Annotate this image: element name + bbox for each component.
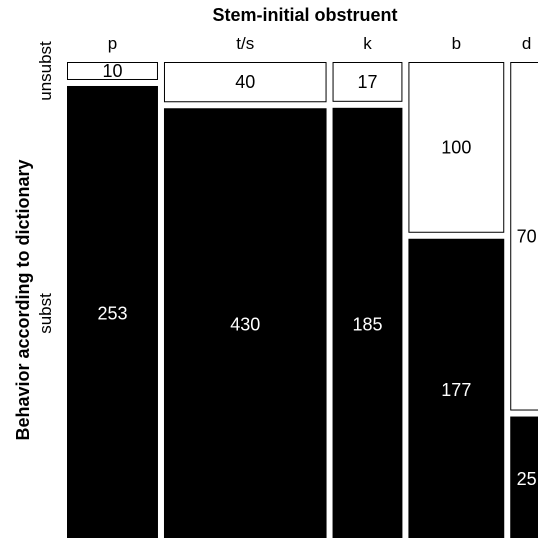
column-label: t/s [236,34,254,53]
cell-value-label: 177 [441,380,471,400]
cell-value-label: 100 [441,137,471,157]
mosaic-cell [332,107,403,538]
mosaic-cell [408,238,505,538]
mosaic-cell [163,108,327,538]
x-axis-title: Stem-initial obstruent [212,5,397,25]
column-label: d [522,34,531,53]
row-labels: unsubst subst [36,41,55,334]
column-label: k [363,34,372,53]
cell-value-label: 430 [230,315,260,335]
cell-value-label: 40 [235,72,255,92]
cell-value-label: 70 [517,226,537,246]
mosaic-cell [510,62,538,411]
y-axis-title: Behavior according to dictionary [13,159,33,440]
column-label: p [108,34,117,53]
column-label: b [452,34,461,53]
mosaic-cell [332,62,403,102]
cell-value-label: 25 [517,469,537,489]
column-labels: pt/skbdg [108,34,532,53]
cell-value-label: 253 [97,303,127,323]
mosaic-cell [67,62,158,80]
mosaic-cells: 1025340430171851001777025971 [67,61,538,538]
mosaic-cell [67,85,158,538]
mosaic-cell [510,416,538,538]
cell-value-label: 17 [357,72,377,92]
row-label: unsubst [36,41,55,101]
mosaic-cell [163,62,327,103]
row-label: subst [36,293,55,334]
cell-value-label: 185 [352,314,382,334]
mosaic-cell [408,62,505,233]
cell-value-label: 10 [102,61,122,81]
